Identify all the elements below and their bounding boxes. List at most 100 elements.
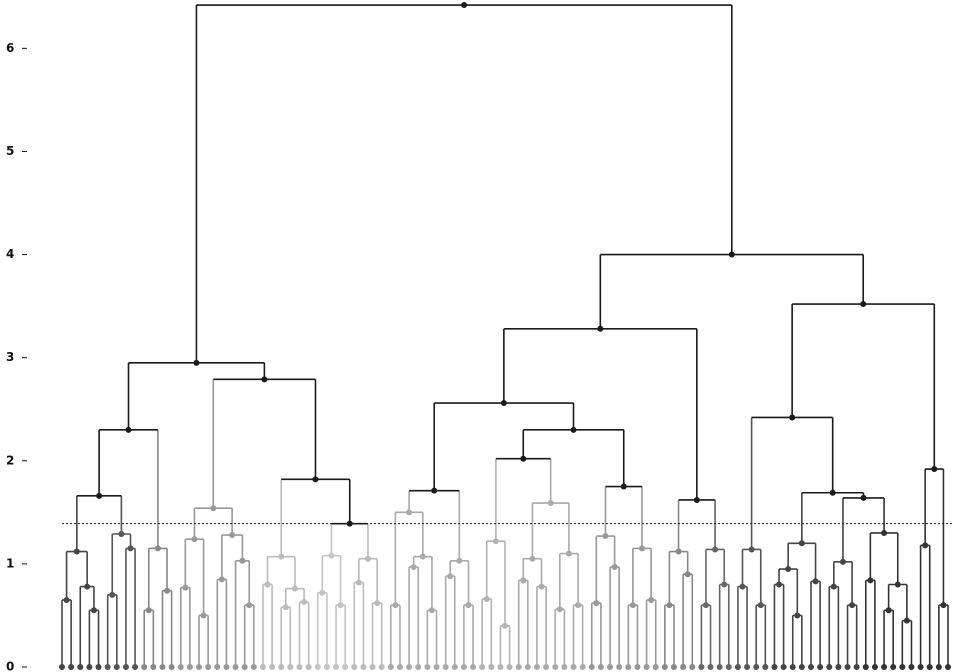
node bbox=[689, 664, 696, 670]
node bbox=[113, 664, 120, 670]
node bbox=[538, 583, 545, 590]
node bbox=[410, 563, 417, 570]
node bbox=[817, 664, 824, 670]
node bbox=[520, 577, 527, 584]
node bbox=[278, 664, 285, 670]
node bbox=[406, 664, 413, 670]
node bbox=[451, 664, 458, 670]
node bbox=[798, 664, 805, 670]
node bbox=[177, 664, 184, 670]
node bbox=[182, 584, 189, 591]
node bbox=[693, 496, 700, 503]
node bbox=[461, 2, 468, 9]
node bbox=[364, 555, 371, 562]
node bbox=[725, 664, 732, 670]
node bbox=[369, 664, 376, 670]
node bbox=[556, 606, 563, 613]
node bbox=[680, 664, 687, 670]
node bbox=[442, 664, 449, 670]
y-tick-label: 2 bbox=[6, 453, 14, 467]
node bbox=[132, 664, 139, 670]
node bbox=[506, 664, 513, 670]
node bbox=[229, 532, 236, 539]
y-tick-label: 5 bbox=[6, 144, 14, 158]
node bbox=[241, 664, 248, 670]
node bbox=[789, 414, 796, 421]
node bbox=[164, 587, 171, 594]
node bbox=[470, 664, 477, 670]
node bbox=[670, 664, 677, 670]
node bbox=[575, 602, 582, 609]
node bbox=[122, 664, 129, 670]
node bbox=[634, 664, 641, 670]
node bbox=[223, 664, 230, 670]
node bbox=[239, 557, 246, 564]
node bbox=[282, 604, 289, 611]
node bbox=[419, 553, 426, 560]
node bbox=[903, 617, 910, 624]
node bbox=[835, 664, 842, 670]
node bbox=[218, 576, 225, 583]
node bbox=[860, 494, 867, 501]
node bbox=[565, 550, 572, 557]
y-tick-label: 4 bbox=[6, 247, 14, 261]
node bbox=[593, 600, 600, 607]
node bbox=[360, 664, 367, 670]
node bbox=[387, 664, 394, 670]
node bbox=[460, 664, 467, 670]
node bbox=[96, 492, 103, 499]
node bbox=[406, 509, 413, 516]
node bbox=[314, 664, 321, 670]
node bbox=[264, 581, 271, 588]
node bbox=[323, 664, 330, 670]
node bbox=[396, 664, 403, 670]
node bbox=[785, 566, 792, 573]
node bbox=[296, 664, 303, 670]
node bbox=[849, 602, 856, 609]
node bbox=[602, 533, 609, 540]
node bbox=[355, 579, 362, 586]
node bbox=[739, 583, 746, 590]
node bbox=[675, 548, 682, 555]
y-tick-label: 1 bbox=[6, 556, 14, 570]
node bbox=[860, 301, 867, 308]
node bbox=[433, 664, 440, 670]
node bbox=[424, 664, 431, 670]
node bbox=[259, 664, 266, 670]
node bbox=[776, 581, 783, 588]
node bbox=[707, 664, 714, 670]
node bbox=[502, 622, 508, 629]
node bbox=[611, 563, 618, 570]
node bbox=[826, 664, 833, 670]
node bbox=[319, 589, 326, 596]
node bbox=[570, 664, 577, 670]
node bbox=[881, 664, 888, 670]
node bbox=[109, 591, 116, 598]
node bbox=[250, 664, 257, 670]
node bbox=[63, 596, 70, 603]
node bbox=[150, 664, 157, 670]
node bbox=[337, 602, 344, 609]
node bbox=[552, 664, 559, 670]
node bbox=[794, 612, 801, 619]
node bbox=[890, 664, 897, 670]
node bbox=[287, 664, 294, 670]
node bbox=[159, 664, 166, 670]
node bbox=[291, 585, 298, 592]
node bbox=[59, 664, 65, 670]
node bbox=[616, 664, 623, 670]
node bbox=[867, 577, 874, 584]
node bbox=[392, 602, 399, 609]
node bbox=[607, 664, 614, 670]
node bbox=[757, 602, 764, 609]
node bbox=[196, 664, 203, 670]
node bbox=[127, 545, 134, 552]
node bbox=[278, 553, 285, 560]
node bbox=[73, 548, 80, 555]
node bbox=[515, 664, 522, 670]
node bbox=[625, 664, 632, 670]
node bbox=[570, 426, 577, 433]
node bbox=[246, 602, 253, 609]
node bbox=[762, 664, 769, 670]
node bbox=[351, 664, 358, 670]
